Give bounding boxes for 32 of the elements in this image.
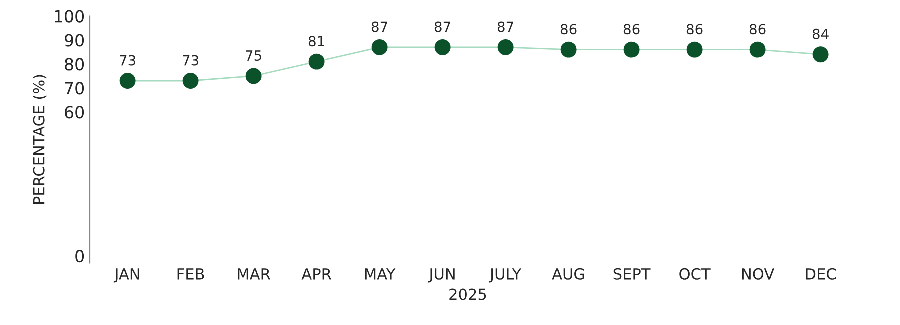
data-label: 86 (686, 24, 703, 35)
x-tick-label: JULY (489, 268, 522, 283)
x-tick-label: APR (302, 268, 332, 280)
x-tick-label: OCT (680, 268, 711, 280)
y-tick-label: 0 (76, 250, 84, 263)
data-label: 86 (624, 24, 640, 35)
x-tick-label: MAY (365, 268, 396, 280)
x-tick-label: SEPT (614, 268, 651, 280)
data-label: 87 (372, 22, 388, 32)
x-tick-label: JUN (428, 268, 455, 283)
x-tick-label: NOV (742, 268, 774, 280)
data-label: 73 (183, 55, 199, 66)
x-tick-label: FEB (178, 268, 204, 280)
data-label: 86 (750, 24, 766, 35)
data-label: 75 (246, 50, 262, 62)
data-label: 87 (498, 22, 514, 32)
x-tick-label: MAR (238, 268, 270, 280)
y-axis-title: PERCENTAGE (%) (33, 75, 47, 204)
data-label: 86 (560, 24, 577, 35)
data-label: 73 (120, 55, 136, 66)
data-label: 87 (434, 22, 450, 32)
y-tick-label: 90 (64, 34, 84, 47)
y-tick-label: 80 (65, 58, 84, 71)
y-tick-label: 100 (55, 10, 84, 23)
x-axis-title: 2025 (450, 288, 486, 300)
data-label: 81 (308, 36, 324, 47)
data-label: 84 (812, 28, 829, 40)
x-tick-label: DEC (806, 268, 836, 280)
x-tick-label: AUG (552, 268, 584, 280)
y-tick-label: 60 (65, 106, 84, 119)
y-tick-label: 70 (65, 82, 84, 95)
x-tick-label: JAN (114, 268, 140, 283)
